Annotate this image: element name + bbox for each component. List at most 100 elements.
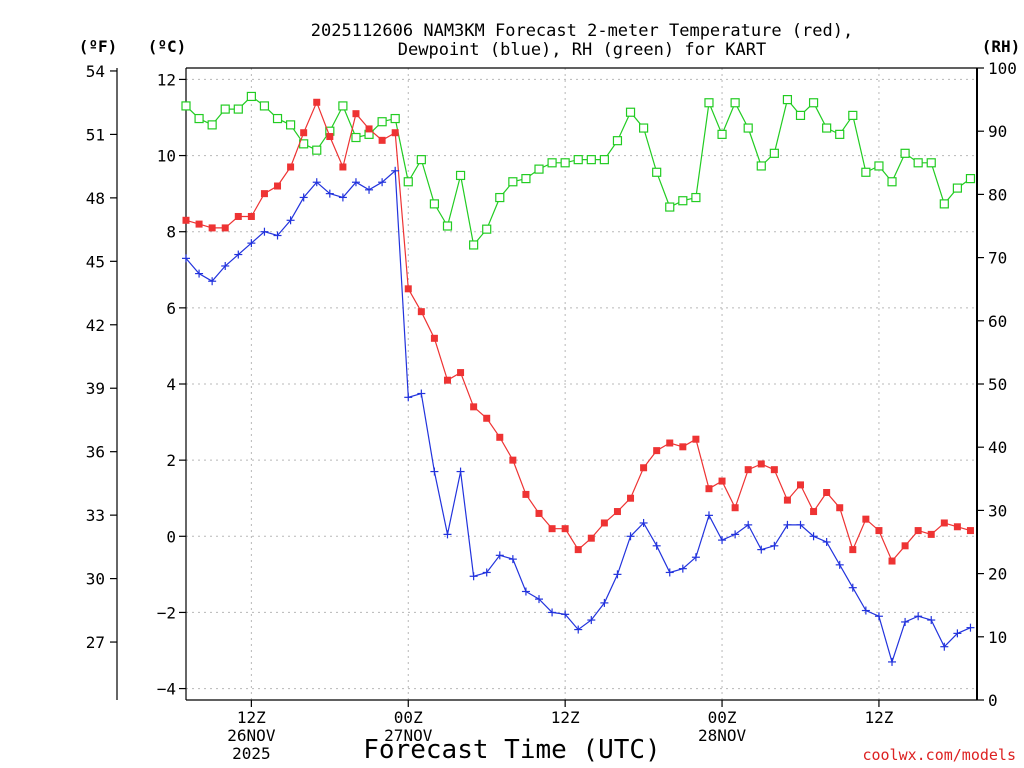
dewpoint-series [182, 166, 975, 666]
temperature-point [274, 182, 282, 190]
rh-point [795, 110, 806, 121]
temperature-point [705, 485, 713, 493]
temperature-point [234, 212, 242, 220]
rh-point [625, 107, 636, 117]
temperature-point [600, 519, 608, 527]
dewpoint-point [260, 227, 269, 236]
dewpoint-point [325, 189, 334, 198]
rh-point [887, 177, 897, 187]
dewpoint-point [548, 608, 557, 617]
temperature-point [783, 496, 791, 504]
dewpoint-point [652, 541, 661, 550]
temperature-point [208, 224, 216, 232]
temperature-point [875, 527, 883, 535]
fahrenheit-tick-label: 33 [86, 506, 105, 525]
temperature-point [666, 439, 674, 447]
dewpoint-point [182, 254, 190, 263]
temperature-point [653, 447, 661, 455]
temperature-point [796, 481, 804, 489]
rh-point [194, 113, 204, 124]
dewpoint-point [587, 616, 596, 625]
temperature-point [731, 504, 739, 512]
rh-point [769, 148, 779, 158]
fahrenheit-tick-label: 51 [86, 125, 105, 144]
rh-unit-label: (RH) [982, 37, 1021, 56]
rh-point [612, 136, 623, 146]
chart-title-line1: 2025112606 NAM3KM Forecast 2-meter Tempe… [311, 21, 853, 41]
temperature-point [927, 530, 935, 538]
dewpoint-point [443, 530, 452, 539]
temperature-point [430, 334, 438, 342]
dewpoint-point [783, 520, 792, 529]
dewpoint-point [901, 617, 910, 626]
date-tick-label: 26NOV [227, 726, 276, 745]
rh-point [403, 177, 413, 187]
rh-point [848, 110, 858, 121]
dewpoint-point [770, 541, 779, 550]
dewpoint-point [888, 657, 897, 666]
dewpoint-point [757, 545, 766, 554]
rh-point [678, 196, 688, 206]
rh-point [926, 158, 936, 168]
temperature-point [810, 508, 818, 516]
temperature-point [888, 557, 896, 565]
dewpoint-point [561, 610, 570, 619]
fahrenheit-axis: 54 51 48 45 42 39 36 33 30 27 [86, 62, 117, 652]
dewpoint-point [299, 193, 308, 202]
temperature-point [770, 466, 778, 474]
rh-point [312, 145, 322, 155]
dewpoint-point [953, 629, 962, 638]
temperature-point [365, 125, 373, 133]
dewpoint-point [391, 166, 400, 175]
rh-point [285, 120, 296, 130]
dewpoint-point [247, 239, 256, 248]
dewpoint-point [521, 587, 530, 596]
temperature-point [391, 129, 399, 137]
rh-tick-label: 0 [988, 691, 998, 710]
dewpoint-point [338, 193, 347, 202]
rh-point [508, 177, 518, 187]
dewpoint-point [286, 216, 295, 225]
rh-point [704, 98, 714, 108]
temperature-point [417, 308, 425, 316]
dewpoint-point [417, 389, 426, 398]
temperature-point [326, 133, 334, 141]
celsius-tick-label: −4 [157, 680, 176, 699]
celsius-tick-label: 8 [166, 223, 176, 242]
temperature-point [627, 494, 635, 502]
dewpoint-point [704, 511, 713, 520]
rh-point [861, 167, 871, 177]
temperature-point [378, 136, 386, 144]
temperature-point [692, 435, 700, 443]
fahrenheit-tick-label: 48 [86, 189, 105, 208]
temperature-point [613, 508, 621, 516]
temperature-point [718, 477, 726, 485]
temperature-line [185, 100, 971, 563]
dewpoint-point [195, 269, 204, 278]
time-tick-label: 00Z [394, 708, 423, 727]
dewpoint-point [508, 555, 517, 564]
dewpoint-point [796, 520, 805, 529]
fahrenheit-tick-label: 39 [86, 379, 105, 398]
celsius-tick-label: 6 [166, 299, 176, 318]
temperature-point [260, 190, 268, 198]
dewpoint-point [861, 606, 870, 615]
temperature-point [940, 519, 948, 527]
temperature-point [561, 525, 569, 533]
dewpoint-point [404, 393, 413, 402]
dewpoint-point [312, 178, 321, 187]
dewpoint-point [639, 518, 648, 527]
rh-tick-label: 20 [988, 565, 1007, 584]
temperature-point [587, 534, 595, 542]
temperature-point [221, 224, 229, 232]
rh-point [246, 91, 256, 102]
dewpoint-point [208, 277, 217, 286]
date-tick-label: 28NOV [698, 726, 747, 745]
rh-point [965, 174, 976, 184]
fahrenheit-tick-label: 45 [86, 252, 105, 271]
temperature-point [640, 464, 648, 472]
dewpoint-point [574, 625, 583, 634]
rh-point [351, 132, 361, 143]
